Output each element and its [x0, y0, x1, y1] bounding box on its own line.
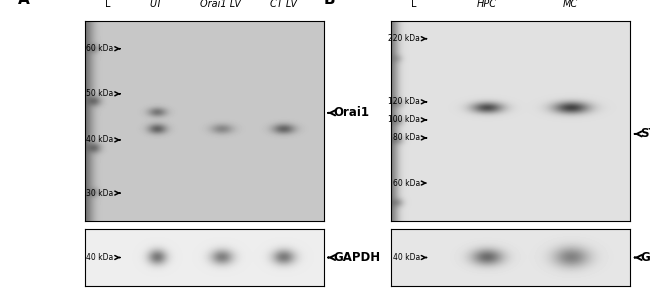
Text: A: A	[18, 0, 29, 6]
Text: 60 kDa: 60 kDa	[393, 178, 420, 188]
Text: GAPDH: GAPDH	[640, 251, 650, 264]
Text: MC: MC	[563, 0, 578, 9]
Text: L: L	[411, 0, 417, 9]
Text: 220 kDa: 220 kDa	[388, 34, 420, 43]
Text: STIM1: STIM1	[640, 127, 650, 140]
Text: Orai1 LV: Orai1 LV	[200, 0, 242, 9]
Text: GAPDH: GAPDH	[333, 251, 381, 264]
Text: B: B	[324, 0, 335, 6]
Text: 40 kDa: 40 kDa	[393, 253, 420, 262]
Text: 100 kDa: 100 kDa	[388, 115, 420, 124]
Text: HPC: HPC	[477, 0, 497, 9]
Text: Orai1: Orai1	[333, 106, 370, 119]
Text: UT: UT	[150, 0, 163, 9]
Text: 60 kDa: 60 kDa	[86, 44, 113, 53]
Text: 40 kDa: 40 kDa	[86, 135, 113, 145]
Text: 40 kDa: 40 kDa	[86, 253, 113, 262]
Text: CT LV: CT LV	[270, 0, 297, 9]
Text: 80 kDa: 80 kDa	[393, 133, 420, 142]
Text: 120 kDa: 120 kDa	[388, 97, 420, 106]
Text: 30 kDa: 30 kDa	[86, 189, 113, 198]
Text: 50 kDa: 50 kDa	[86, 89, 113, 98]
Text: L: L	[105, 0, 110, 9]
